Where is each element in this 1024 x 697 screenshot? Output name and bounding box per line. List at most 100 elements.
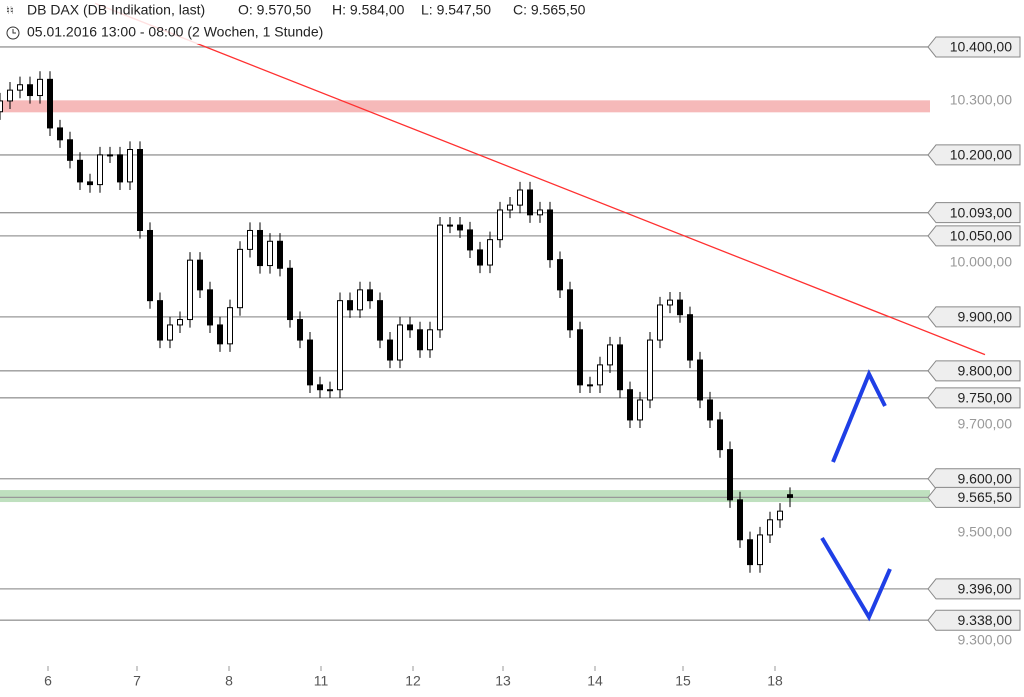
level-label: 9.750,00 [958,390,1013,406]
candle-body [697,359,703,401]
candle-body [307,339,313,386]
ohlc-low: L: 9.547,50 [421,2,491,18]
x-tick-label: 11 [314,673,329,689]
candle-body [57,127,63,141]
level-label-box [927,387,1021,409]
candle-body [637,399,643,421]
level-label-box [927,360,1021,382]
chart-icon: ♮♮ [6,5,14,17]
candle-body [227,307,233,345]
y-tick-label: 10.000,00 [950,254,1012,270]
candle-body [17,84,23,91]
candle-body [147,229,153,302]
candle-body [477,249,483,266]
trend-line [94,2,986,356]
candle-body [527,189,533,216]
level-label-box [927,144,1021,166]
x-tick-label: 8 [225,673,233,689]
candle-body [267,240,273,267]
candle-body [297,319,303,341]
candle-body [317,384,323,391]
candle-body [557,259,563,291]
candle-body [0,100,3,113]
candle-body [577,329,583,386]
level-label: 10.093,00 [950,204,1012,220]
chart-subtitle: 05.01.2016 13:00 - 08:00 (2 Wochen, 1 St… [27,24,323,40]
candle-body [247,229,253,250]
candle-body [617,344,623,391]
level-label-box [927,306,1021,328]
candle-body [67,139,73,161]
candle-body [777,510,783,521]
candle-body [607,344,613,366]
ohlc-high: H: 9.584,00 [332,2,405,18]
candle-body [137,149,143,231]
candle-body [37,78,43,97]
level-label-box [927,36,1021,58]
level-label: 10.200,00 [950,147,1012,163]
candle-body [207,289,213,326]
candle-body [767,519,773,536]
level-label: 9.600,00 [958,470,1013,486]
x-tick-label: 13 [495,673,511,689]
y-tick-label: 9.300,00 [958,631,1013,647]
candle-body [657,304,663,341]
arrow-down [820,536,892,622]
candle-body [507,204,513,211]
candle-body [77,159,83,183]
candle-body [737,499,743,541]
ohlc-open: O: 9.570,50 [238,2,311,18]
level-label-box [927,486,1021,508]
candle-body [537,209,543,216]
level-label: 9.396,00 [958,581,1013,597]
candle-body [457,224,463,231]
clock-hands [12,29,16,34]
level-label-box [927,225,1021,247]
level-label-box [927,468,1021,490]
candle-body [447,224,453,227]
candle-body [787,494,793,498]
x-tick-label: 18 [767,673,783,689]
candle-body [517,189,523,206]
zone-band [0,100,930,113]
candle-body [357,289,363,311]
candle-body [707,399,713,421]
candle-body [487,239,493,266]
candle-body [677,299,683,316]
level-label: 10.050,00 [950,228,1012,244]
level-label: 10.400,00 [950,39,1012,55]
candle-body [127,149,133,183]
candle-body [687,314,693,361]
candle-body [177,319,183,326]
x-tick-label: 6 [44,673,52,689]
candle-body [627,389,633,421]
candle-body [167,324,173,341]
x-tick-label: 14 [587,673,603,689]
candle-body [387,339,393,361]
candle-body [327,389,333,392]
arrow-up [831,369,887,463]
candle-body [197,259,203,291]
candle-body [587,384,593,387]
x-tick-label: 12 [405,673,421,689]
candle-body [377,300,383,341]
candle-body [47,78,53,129]
candle-body [397,324,403,361]
candle-body [287,267,293,321]
candle-body [427,329,433,351]
candle-body [337,300,343,391]
candle-body [547,209,553,261]
candle-body [467,229,473,251]
candle-body [97,154,103,186]
candle-body [407,324,413,331]
x-tick-label: 7 [133,673,141,689]
candle-body [367,289,373,302]
candle-body [217,324,223,345]
x-tick-label: 15 [675,673,691,689]
candle-body [237,248,243,309]
candle-body [717,419,723,451]
candle-body [497,209,503,241]
